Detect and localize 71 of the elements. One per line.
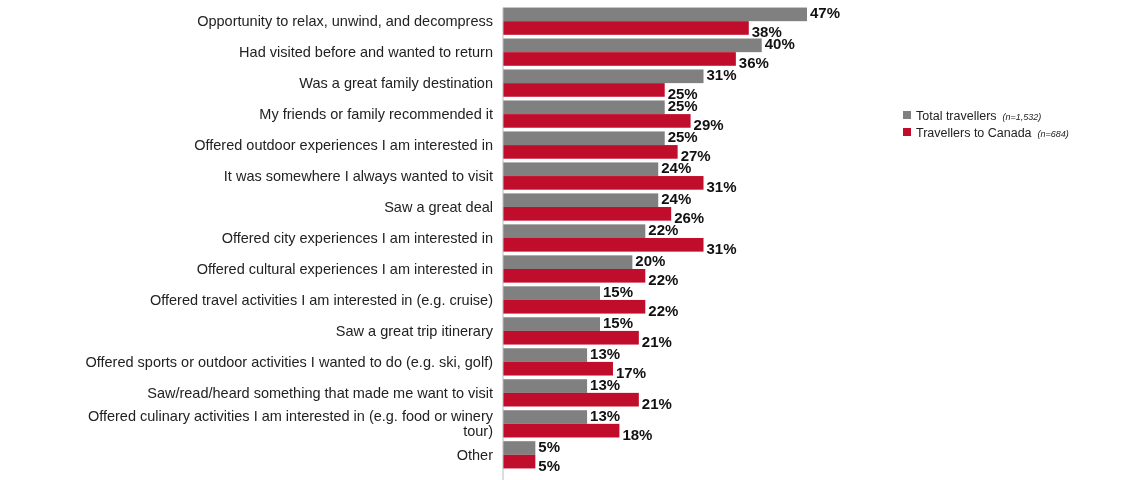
y-tick-label: Offered city experiences I am interested in xyxy=(221,230,493,246)
data-label: 24% xyxy=(661,190,692,208)
bar xyxy=(503,7,807,22)
data-label: 38% xyxy=(751,22,782,40)
bar xyxy=(503,268,646,283)
data-label: 13% xyxy=(590,407,621,425)
bar xyxy=(503,69,704,84)
bar xyxy=(503,193,659,208)
bar xyxy=(503,100,665,115)
bar xyxy=(503,330,639,345)
data-label: 31% xyxy=(706,66,737,84)
data-label: 18% xyxy=(622,425,653,443)
bar xyxy=(503,114,691,128)
data-label: 47% xyxy=(810,4,841,22)
bar xyxy=(503,441,536,455)
y-tick-label: Offered culinary activities I am interested in (e.g. food or winery tour) xyxy=(87,407,494,439)
data-label: 26% xyxy=(674,208,705,226)
y-tick-label: Offered travel activities I am interested in (e.g. cruise) xyxy=(149,291,493,308)
bar xyxy=(503,207,672,221)
data-label: 5% xyxy=(538,438,561,456)
bar xyxy=(503,162,659,177)
y-tick-label: Had visited before and wanted to return xyxy=(239,44,493,61)
data-label: 21% xyxy=(641,332,672,350)
data-label: 22% xyxy=(648,270,679,288)
data-label: 13% xyxy=(590,345,621,363)
data-label: 5% xyxy=(538,456,561,474)
data-label: 31% xyxy=(706,239,737,257)
legend-label: Total travellers (n=1,532) xyxy=(916,108,1042,123)
bar xyxy=(503,176,704,190)
y-tick-label: Offered outdoor experiences I am interested in xyxy=(194,137,493,154)
bar xyxy=(503,410,588,424)
data-label: 15% xyxy=(603,314,634,332)
bar xyxy=(503,379,588,393)
bar xyxy=(503,286,601,300)
bar xyxy=(503,131,665,146)
data-label: 27% xyxy=(680,146,711,164)
bar xyxy=(503,238,704,252)
legend-label: Travellers to Canada (n=684) xyxy=(916,125,1069,140)
data-label: 22% xyxy=(648,301,679,319)
y-tick-label: Offered cultural experiences I am interested in xyxy=(196,260,493,277)
y-tick-label: Saw a great trip itinerary xyxy=(335,322,494,339)
y-tick-label: Saw a great deal xyxy=(384,199,493,216)
bar xyxy=(503,299,646,314)
bar xyxy=(503,52,736,66)
data-label: 17% xyxy=(615,363,646,381)
bar xyxy=(503,361,613,376)
y-tick-label: Saw/read/heard something that made me want to visit xyxy=(147,384,493,401)
data-label: 29% xyxy=(693,115,724,133)
data-label: 20% xyxy=(635,252,666,270)
bar xyxy=(503,423,620,438)
bar xyxy=(503,21,749,35)
bar xyxy=(503,83,665,97)
bar xyxy=(503,224,646,238)
bar xyxy=(503,145,678,159)
bar xyxy=(503,38,762,53)
bar xyxy=(503,392,639,407)
bar xyxy=(503,255,633,269)
y-tick-label: Other xyxy=(456,446,494,463)
bar xyxy=(503,317,601,331)
y-tick-label: Was a great family destination xyxy=(299,75,493,92)
bar xyxy=(503,348,588,362)
bar xyxy=(503,454,536,469)
y-tick-label: Opportunity to relax, unwind, and decompress xyxy=(197,13,493,30)
data-label: 36% xyxy=(738,53,769,71)
y-tick-label: My friends or family recommended it xyxy=(259,106,493,123)
data-label: 21% xyxy=(641,394,672,412)
data-label: 31% xyxy=(706,177,737,195)
data-label: 25% xyxy=(667,84,698,102)
data-label: 15% xyxy=(603,283,634,301)
y-tick-label: Offered sports or outdoor activities I wanted to do (e.g. ski, golf) xyxy=(85,353,493,370)
y-tick-label: It was somewhere I always wanted to visit xyxy=(223,168,493,185)
